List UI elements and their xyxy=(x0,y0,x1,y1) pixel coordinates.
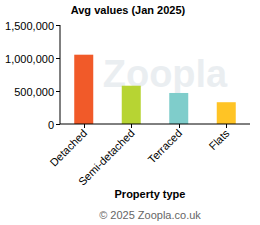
y-tick-label: 0 xyxy=(48,119,54,131)
x-tick xyxy=(84,124,85,128)
x-tick-label: Terraced xyxy=(145,127,184,166)
x-axis xyxy=(60,124,250,125)
title: Avg values (Jan 2025) xyxy=(71,4,186,16)
x-tick xyxy=(226,124,227,128)
chart: Zoopla Avg values (Jan 2025) 0 500,000 1,000… xyxy=(0,0,260,225)
x-tick-label: Detached xyxy=(47,127,89,169)
x-axis-label: Property type xyxy=(115,188,186,200)
source: © 2025 Zoopla.co.uk xyxy=(99,209,201,221)
x-tick xyxy=(179,124,180,128)
x-tick-label: Flats xyxy=(206,127,232,153)
y-tick-label: 1,000,000 xyxy=(5,53,54,65)
y-tick xyxy=(56,25,60,26)
bar xyxy=(122,86,141,124)
bars xyxy=(74,55,236,124)
y-axis xyxy=(60,25,61,124)
bar xyxy=(169,93,188,124)
watermark: Zoopla xyxy=(103,53,228,95)
bar xyxy=(74,55,93,124)
y-tick-label: 1,500,000 xyxy=(5,20,54,32)
y-tick xyxy=(56,91,60,92)
x-tick-label: Semi-detached xyxy=(76,127,137,188)
y-tick-label: 500,000 xyxy=(14,86,54,98)
x-tick xyxy=(131,124,132,128)
bar xyxy=(217,102,236,124)
y-tick xyxy=(56,124,60,125)
y-tick xyxy=(56,58,60,59)
